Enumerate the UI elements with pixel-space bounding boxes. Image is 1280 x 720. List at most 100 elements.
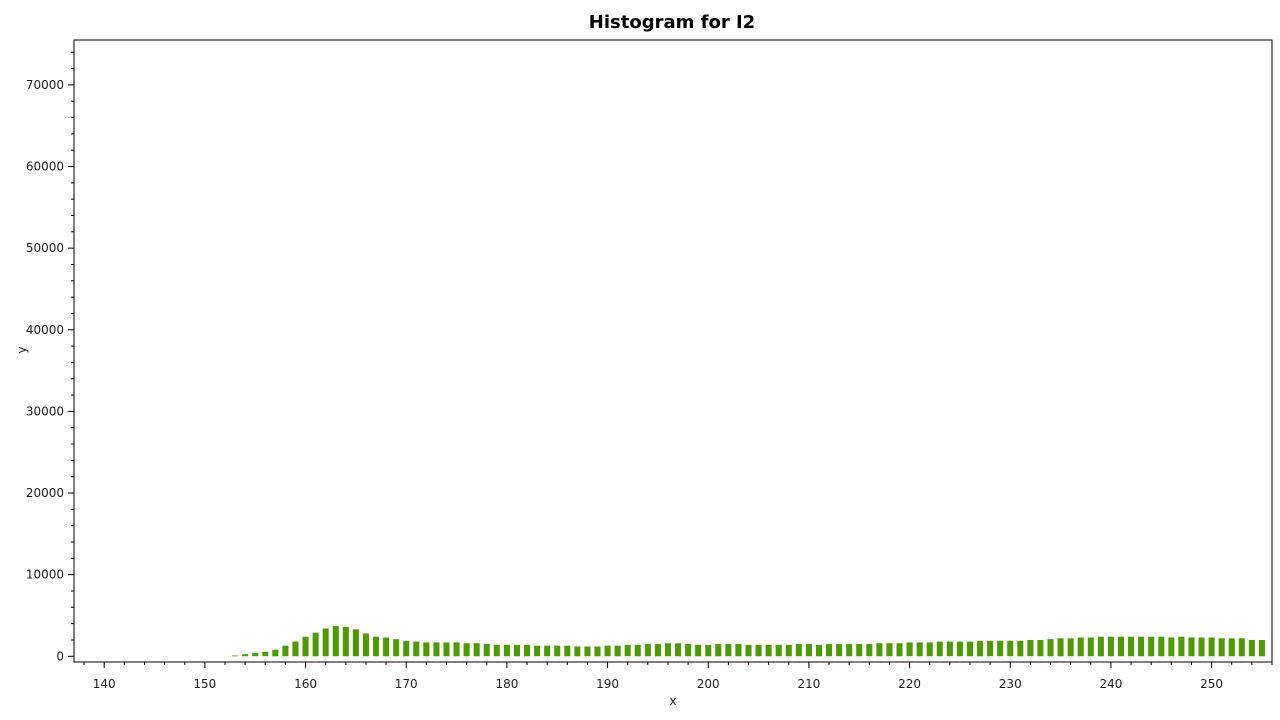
bar xyxy=(302,636,309,657)
bar xyxy=(1128,636,1135,657)
bar xyxy=(604,645,611,657)
bar xyxy=(483,644,490,657)
bar xyxy=(735,644,742,657)
bar xyxy=(1017,640,1024,657)
bar xyxy=(966,641,973,657)
bar xyxy=(614,645,621,657)
bar xyxy=(695,644,702,657)
bar xyxy=(644,644,651,657)
bar xyxy=(624,644,631,657)
bar xyxy=(755,644,762,657)
bar xyxy=(946,641,953,657)
bar xyxy=(936,641,943,657)
bar xyxy=(493,644,500,657)
bar xyxy=(1198,637,1205,657)
bar xyxy=(413,641,420,657)
bar xyxy=(463,643,470,657)
bar xyxy=(584,646,591,657)
plot-frame xyxy=(73,39,1273,663)
bar xyxy=(332,626,339,657)
bar xyxy=(956,641,963,657)
bar xyxy=(292,641,299,657)
bar xyxy=(926,642,933,657)
bar xyxy=(342,626,349,657)
bar xyxy=(805,644,812,657)
bar xyxy=(896,643,903,657)
bar xyxy=(352,629,359,657)
bar xyxy=(1007,640,1014,657)
bar xyxy=(433,642,440,657)
bar xyxy=(1228,638,1235,657)
bar xyxy=(906,642,913,657)
bar xyxy=(1168,637,1175,657)
y-tick-label: 20000 xyxy=(26,486,64,500)
bar xyxy=(393,639,400,657)
bar xyxy=(715,644,722,657)
bar xyxy=(815,644,822,657)
x-tick-label: 230 xyxy=(999,677,1022,691)
bar xyxy=(1047,639,1054,657)
bar xyxy=(1067,638,1074,657)
x-tick-label: 240 xyxy=(1099,677,1122,691)
bar xyxy=(977,640,984,657)
x-tick-label: 200 xyxy=(697,677,720,691)
bar xyxy=(1117,636,1125,657)
bar xyxy=(765,644,772,657)
bar xyxy=(554,645,561,657)
x-tick-label: 190 xyxy=(596,677,619,691)
bar xyxy=(403,640,410,657)
bar xyxy=(1097,636,1104,657)
bar xyxy=(664,643,671,657)
bar xyxy=(846,644,853,657)
bar xyxy=(705,644,712,657)
bar xyxy=(826,644,833,657)
y-tick-label: 0 xyxy=(56,649,64,663)
y-tick-label: 40000 xyxy=(26,323,64,337)
bar xyxy=(564,645,571,657)
x-tick-label: 150 xyxy=(193,677,216,691)
bar xyxy=(876,643,883,657)
bar xyxy=(312,632,319,657)
bar xyxy=(1087,637,1094,657)
bar xyxy=(443,642,450,657)
bar xyxy=(242,654,249,657)
bar xyxy=(1037,639,1044,657)
bar xyxy=(473,643,480,657)
bar xyxy=(362,633,369,657)
y-tick-label: 50000 xyxy=(26,241,64,255)
y-tick-label: 10000 xyxy=(26,568,64,582)
bar xyxy=(1188,637,1195,657)
x-axis: 140 150 160 170 180 190 200 210 220 230 240 250 xyxy=(83,662,1273,691)
bar xyxy=(987,640,994,657)
x-tick-label: 250 xyxy=(1200,677,1223,691)
bar xyxy=(866,644,873,657)
bar xyxy=(997,640,1004,657)
chart-title: Histogram for I2 xyxy=(589,12,755,33)
x-tick-label: 220 xyxy=(898,677,921,691)
bar xyxy=(594,646,601,657)
bar-group xyxy=(232,626,1265,657)
bar xyxy=(262,651,269,657)
bar xyxy=(1107,636,1114,657)
bar xyxy=(795,644,802,657)
bar xyxy=(574,646,581,657)
y-tick-label: 30000 xyxy=(26,404,64,418)
bar xyxy=(1208,637,1215,657)
y-axis-label: y xyxy=(15,346,29,353)
y-axis: 0 10000 20000 30000 40000 50000 60000 70000 xyxy=(26,51,74,663)
bar xyxy=(423,642,430,657)
bar xyxy=(1218,638,1225,657)
bar xyxy=(453,642,460,657)
bar xyxy=(322,628,329,657)
bar xyxy=(634,644,641,657)
x-tick-label: 180 xyxy=(495,677,518,691)
bar xyxy=(916,642,923,657)
bar xyxy=(685,644,692,657)
y-tick-label: 70000 xyxy=(26,78,64,92)
x-axis-label: x xyxy=(669,694,676,708)
bar xyxy=(373,636,380,657)
bar xyxy=(503,644,510,657)
bar xyxy=(725,644,732,657)
bar xyxy=(524,644,531,657)
